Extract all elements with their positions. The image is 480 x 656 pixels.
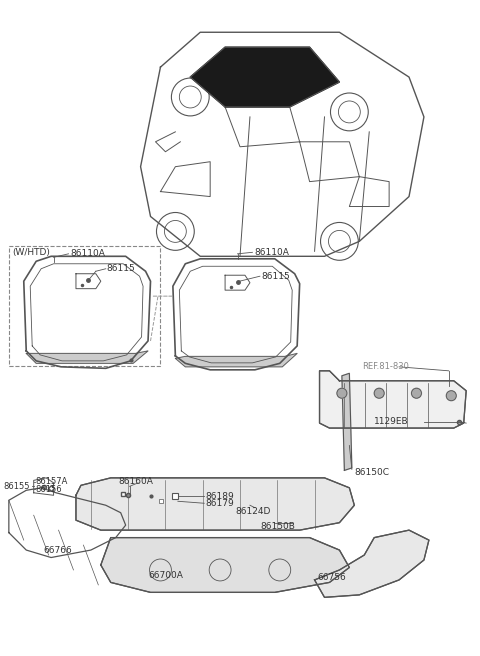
Text: 86110A: 86110A (254, 248, 289, 256)
Text: REF.81-830: REF.81-830 (362, 362, 408, 371)
Polygon shape (175, 354, 297, 367)
Text: 86155: 86155 (4, 482, 30, 491)
Polygon shape (76, 478, 354, 530)
Text: 66766: 66766 (44, 546, 72, 554)
Text: 1129EB: 1129EB (374, 417, 409, 426)
Text: 86156: 86156 (35, 485, 62, 494)
Polygon shape (342, 373, 352, 470)
Circle shape (411, 388, 421, 398)
Text: 86115: 86115 (107, 264, 135, 274)
Polygon shape (101, 538, 349, 592)
Text: 86157A: 86157A (35, 477, 68, 486)
Polygon shape (314, 530, 429, 598)
Circle shape (337, 388, 347, 398)
Text: 66756: 66756 (317, 573, 346, 582)
Circle shape (446, 391, 456, 401)
Text: 66700A: 66700A (148, 571, 183, 581)
Text: 86124D: 86124D (235, 506, 270, 516)
Text: 86189: 86189 (205, 492, 234, 501)
Text: 86179: 86179 (205, 499, 234, 508)
Text: 86115: 86115 (261, 272, 289, 281)
Circle shape (374, 388, 384, 398)
Text: 86150B: 86150B (260, 522, 295, 531)
Text: (W/HTD): (W/HTD) (12, 248, 50, 256)
Polygon shape (320, 371, 466, 428)
Text: 86160A: 86160A (118, 478, 153, 486)
Polygon shape (26, 351, 148, 363)
Text: 86150C: 86150C (354, 468, 389, 478)
Text: 86110A: 86110A (70, 249, 105, 258)
Polygon shape (190, 47, 339, 107)
